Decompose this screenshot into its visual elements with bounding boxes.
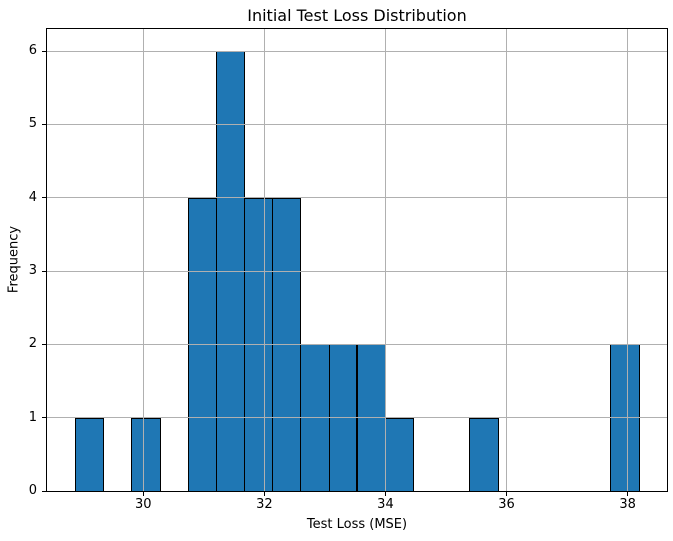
y-tick-mark (42, 50, 46, 52)
histogram-bar (300, 344, 330, 491)
x-gridline (142, 29, 144, 491)
x-tick-mark (142, 492, 144, 496)
x-tick-mark (263, 492, 265, 496)
histogram-bar (216, 51, 245, 491)
x-gridline (384, 29, 386, 491)
y-tick-label: 1 (28, 409, 37, 425)
x-tick-mark (627, 492, 629, 496)
x-gridline (506, 29, 508, 491)
y-tick-label: 5 (28, 116, 37, 132)
y-tick-mark (42, 490, 46, 492)
y-tick-label: 4 (28, 189, 37, 205)
y-tick-mark (42, 417, 46, 419)
y-tick-mark (42, 270, 46, 272)
x-tick-label: 34 (377, 497, 394, 512)
x-tick-label: 38 (619, 497, 636, 512)
x-gridline (627, 29, 629, 491)
histogram-bar (469, 417, 499, 491)
y-tick-label: 3 (28, 263, 37, 278)
y-tick-label: 2 (28, 336, 37, 352)
y-gridline (47, 197, 667, 199)
x-axis-label: Test Loss (MSE) (306, 517, 408, 532)
plot-area (46, 28, 668, 492)
y-gridline (47, 123, 667, 125)
histogram-bar (131, 417, 161, 491)
y-gridline (47, 490, 667, 491)
y-tick-mark (42, 197, 46, 199)
y-gridline (47, 50, 667, 52)
chart-title: Initial Test Loss Distribution (247, 6, 467, 25)
x-tick-label: 30 (134, 497, 152, 512)
y-gridline (47, 270, 667, 272)
y-gridline (47, 343, 667, 345)
y-gridline (47, 417, 667, 419)
x-tick-label: 36 (498, 497, 515, 512)
histogram-bar (74, 417, 105, 491)
y-axis-label: Frequency (6, 225, 22, 294)
histogram-bar (356, 344, 386, 491)
y-tick-label: 0 (28, 483, 37, 498)
histogram-bar (384, 417, 414, 491)
x-tick-label: 32 (256, 497, 273, 512)
histogram-bar (610, 344, 640, 491)
x-tick-mark (506, 492, 508, 496)
histogram-bar (328, 344, 358, 491)
y-tick-label: 6 (28, 43, 37, 58)
y-tick-mark (42, 343, 46, 345)
x-gridline (263, 29, 265, 491)
x-tick-mark (384, 492, 386, 496)
y-tick-mark (42, 123, 46, 125)
